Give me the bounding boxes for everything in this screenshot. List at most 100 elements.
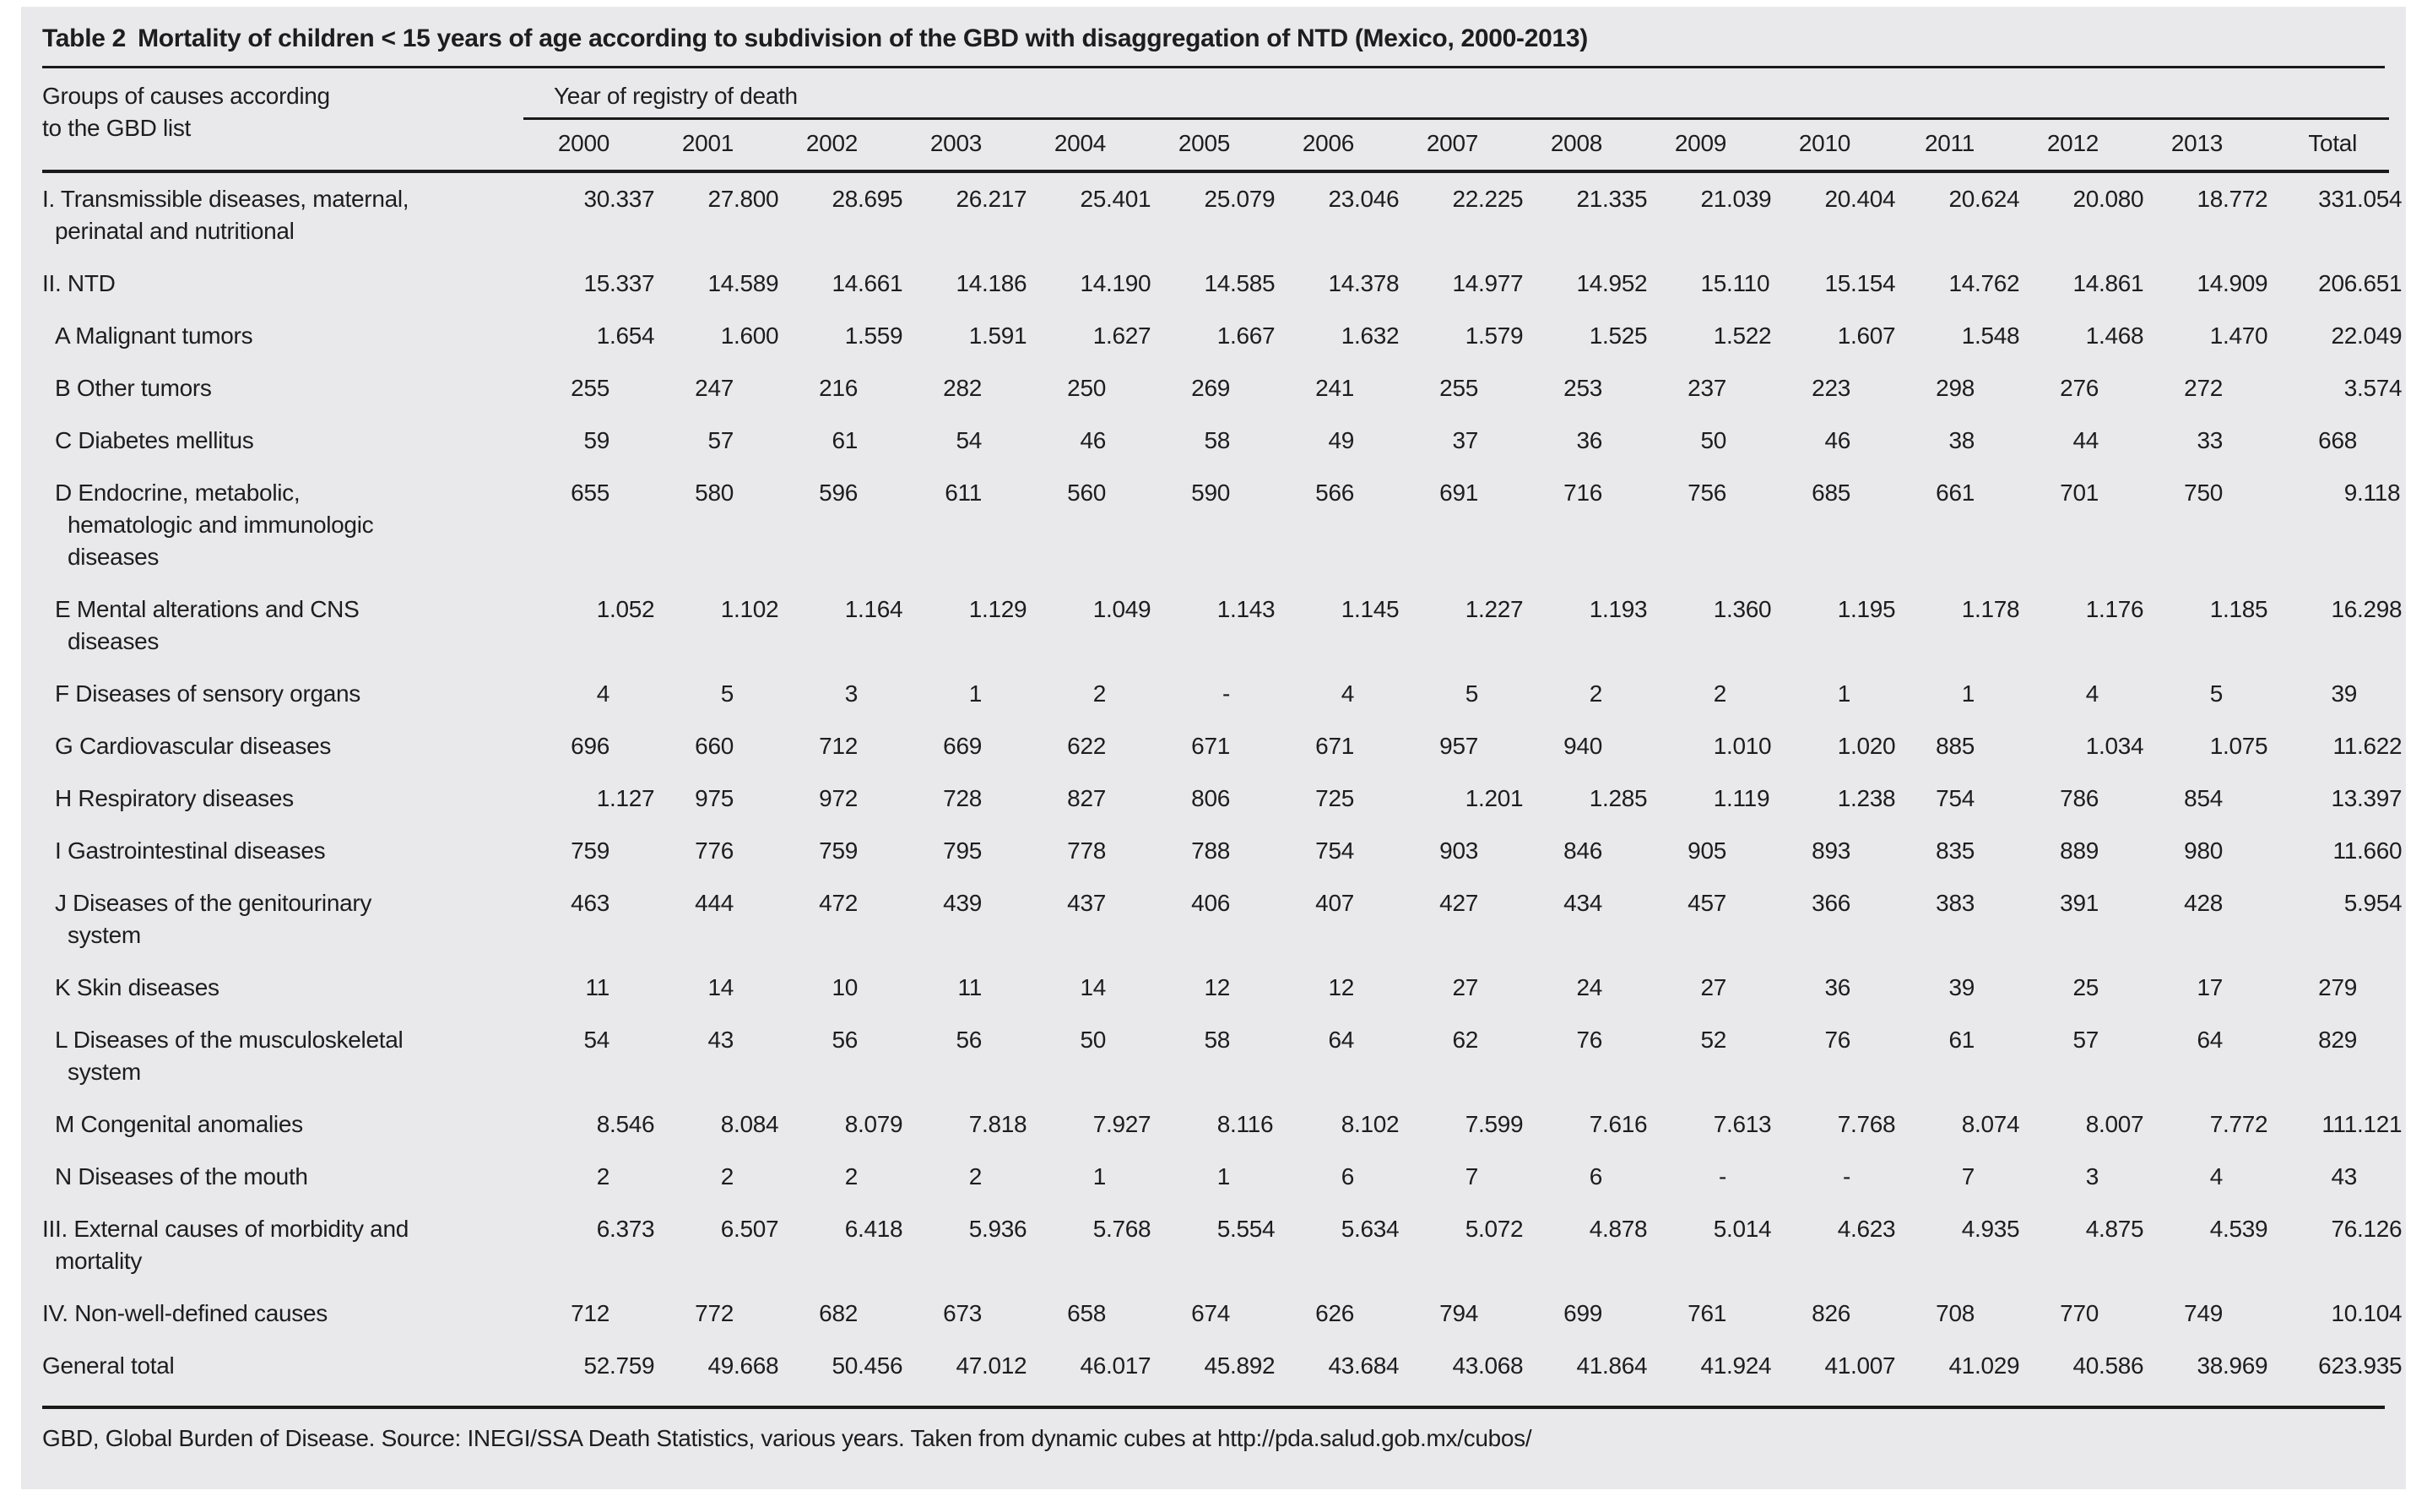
numeric-value: 761 (1688, 1300, 1726, 1326)
value-cell: 37 (1392, 415, 1516, 467)
numeric-value: 1.627 (1092, 322, 1151, 349)
value-cell: 9.118 (2261, 467, 2401, 583)
value-cell: 4.623 (1764, 1203, 1896, 1287)
value-cell: 4.878 (1516, 1203, 1648, 1287)
value-cell: 1.591 (896, 310, 1027, 362)
value-cell: 1.052 (523, 583, 655, 668)
value-cell: 64 (1268, 1014, 1392, 1098)
numeric-value: 622 (1067, 733, 1106, 759)
value-cell: - (1144, 668, 1268, 720)
numeric-value: 778 (1067, 837, 1106, 864)
numeric-value: 8.079 (844, 1111, 903, 1137)
value-cell: 10 (772, 962, 896, 1014)
value-cell: 7.927 (1020, 1098, 1151, 1151)
numeric-value: 701 (2060, 480, 2099, 506)
value-cell: 6.373 (523, 1203, 655, 1287)
table-body: I. Transmissible diseases, maternal, per… (42, 171, 2403, 1392)
numeric-value: 4.539 (2209, 1216, 2268, 1242)
value-cell: 46 (1764, 415, 1888, 467)
numeric-value: 10 (832, 974, 858, 1000)
value-cell: 701 (2013, 467, 2137, 583)
row-label: General total (42, 1352, 175, 1379)
row-label: II. NTD (42, 270, 116, 296)
numeric-value: 25.079 (1204, 186, 1276, 212)
value-cell: 62 (1392, 1014, 1516, 1098)
value-cell: 28.695 (772, 171, 902, 257)
value-cell: 1.548 (1888, 310, 2020, 362)
year-column-header: 2008 (1516, 118, 1640, 173)
numeric-value: - (1718, 1163, 1726, 1190)
table-row: E Mental alterations and CNS diseases 1.0… (42, 583, 2403, 668)
value-cell: 3 (2013, 1151, 2137, 1203)
numeric-value: 43.684 (1328, 1352, 1400, 1379)
numeric-value: 754 (1936, 785, 1975, 811)
numeric-value: 1.193 (1589, 596, 1648, 622)
numeric-value: 76 (1576, 1027, 1602, 1053)
numeric-value: 827 (1067, 785, 1106, 811)
table-row: F Diseases of sensory organs 4 5 3 1 2 - 4 5 2 2 1 1… (42, 668, 2389, 720)
numeric-value: 253 (1563, 375, 1602, 401)
numeric-value: 14.762 (1948, 270, 2020, 296)
value-cell: 428 (2137, 877, 2261, 962)
value-cell: 691 (1392, 467, 1516, 583)
numeric-value: 21.335 (1576, 186, 1648, 212)
value-cell: 437 (1020, 877, 1144, 962)
numeric-value: 1.185 (2209, 596, 2268, 622)
value-cell: 22.049 (2261, 310, 2402, 362)
value-cell: 661 (1888, 467, 2013, 583)
numeric-value: 806 (1191, 785, 1230, 811)
value-cell: 1 (1144, 1151, 1268, 1203)
table-row: G Cardiovascular diseases 696 660 712 669 622… (42, 720, 2403, 772)
numeric-value: 5.936 (968, 1216, 1027, 1242)
numeric-value: 712 (571, 1300, 609, 1326)
value-cell: 30.337 (523, 171, 654, 257)
value-cell: 1.525 (1516, 310, 1648, 362)
row-label: K Skin diseases (55, 974, 219, 1000)
table-row: C Diabetes mellitus 59 57 61 54 46 58 49 37 36 50 4… (42, 415, 2389, 467)
numeric-value: 20.080 (2072, 186, 2144, 212)
numeric-value: 794 (1439, 1300, 1478, 1326)
value-cell: 11 (896, 962, 1020, 1014)
value-cell: 111.121 (2261, 1098, 2402, 1151)
year-column-header: 2005 (1144, 118, 1268, 173)
title-rule (42, 66, 2385, 68)
numeric-value: 1.129 (968, 596, 1027, 622)
value-cell: 1.195 (1764, 583, 1896, 668)
numeric-value: 41.029 (1948, 1352, 2020, 1379)
value-cell: 7.613 (1640, 1098, 1772, 1151)
numeric-value: 1.548 (1961, 322, 2020, 349)
numeric-value: Total (2308, 130, 2357, 156)
numeric-value: 43.068 (1452, 1352, 1524, 1379)
numeric-value: 1.579 (1465, 322, 1524, 349)
numeric-value: 1 (1092, 1163, 1107, 1190)
value-cell: 7.599 (1392, 1098, 1524, 1151)
value-cell: 590 (1144, 467, 1268, 583)
numeric-value: 472 (819, 890, 858, 916)
numeric-value: 279 (2318, 974, 2357, 1000)
value-cell: 366 (1764, 877, 1888, 962)
value-cell: 61 (1888, 1014, 2013, 1098)
value-cell: 1.176 (2013, 583, 2144, 668)
value-cell: 1.127 (523, 772, 655, 825)
numeric-value: 1.227 (1465, 596, 1524, 622)
value-cell: 889 (2013, 825, 2137, 877)
numeric-value: 1.591 (968, 322, 1027, 349)
numeric-value: 685 (1812, 480, 1850, 506)
numeric-value: 626 (1315, 1300, 1354, 1326)
numeric-value: 611 (945, 480, 982, 506)
numeric-value: 61 (832, 427, 858, 453)
value-cell: 39 (2261, 668, 2389, 720)
value-cell: 975 (647, 772, 772, 825)
table-row: III. External causes of morbidity and mo… (42, 1203, 2403, 1287)
value-cell: 611 (896, 467, 1020, 583)
numeric-value: 668 (2318, 427, 2357, 453)
value-cell: 247 (647, 362, 772, 415)
value-cell: 754 (1268, 825, 1392, 877)
value-cell: 772 (647, 1287, 772, 1340)
row-label: H Respiratory diseases (55, 785, 294, 811)
numeric-value: 43 (707, 1027, 734, 1053)
numeric-value: 1.468 (2085, 322, 2144, 349)
value-cell: 1.119 (1640, 772, 1770, 825)
value-cell: 696 (523, 720, 647, 772)
numeric-value: 39 (1948, 974, 1975, 1000)
